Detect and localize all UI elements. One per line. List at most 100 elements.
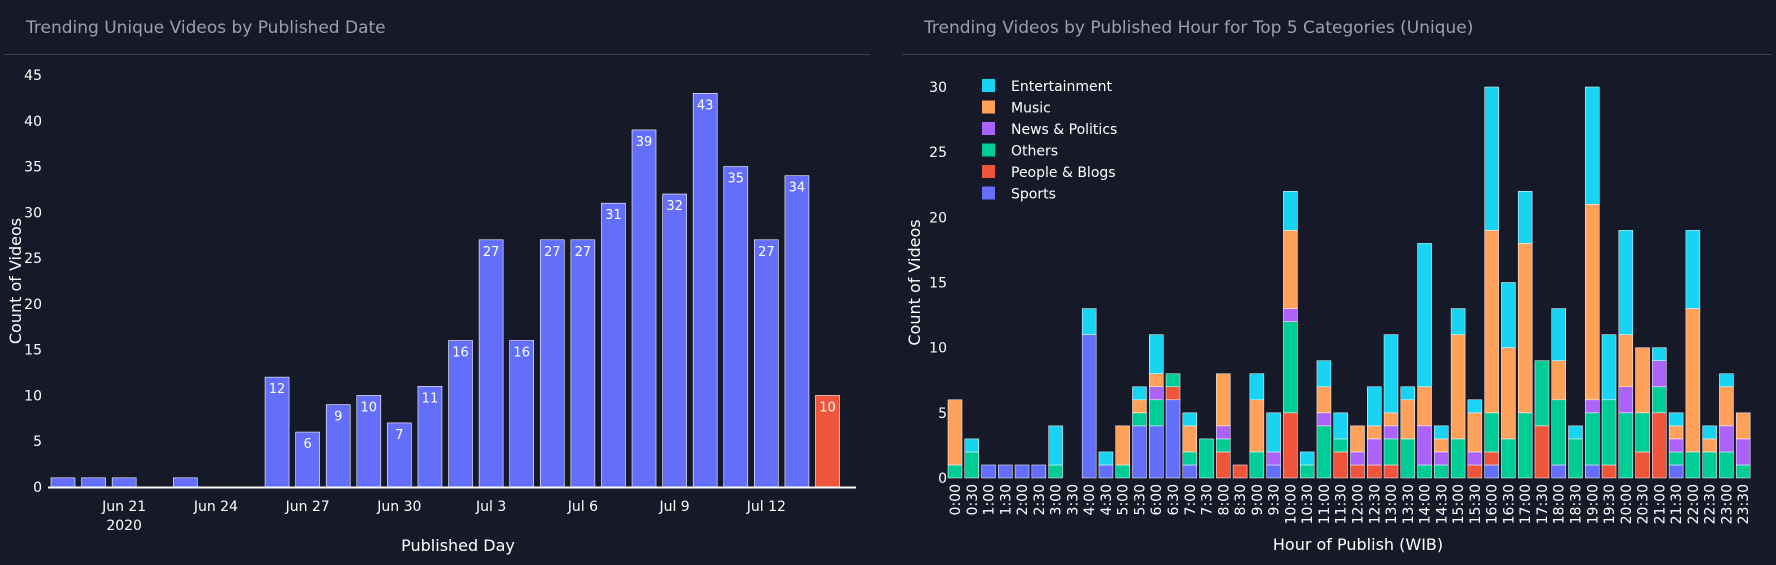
left-chart-title: Trending Unique Videos by Published Date [26,18,386,38]
y-tick-label: 15 [929,276,947,292]
y-tick-label: 20 [24,297,42,313]
bar-segment [1283,412,1298,479]
bar-segment [1434,451,1449,466]
bar-segment [1383,438,1399,466]
x-tick-label: 17:00 [1518,484,1534,524]
legend-label: News & Politics [1011,122,1117,138]
x-tick-label: 19:30 [1602,484,1618,524]
bar-segment [1182,425,1198,453]
x-tick-label: 8:00 [1216,484,1232,515]
bar-segment [1165,386,1181,401]
bar-segment [1098,464,1114,479]
bar-segment [1266,464,1281,479]
left-title-divider [4,54,870,55]
right-title-divider [902,54,1772,55]
bar [662,193,687,488]
bar [173,477,198,488]
bar-segment [1182,451,1198,466]
y-tick-label: 35 [24,160,42,176]
bar [631,129,657,488]
bar-segment [1417,386,1432,427]
bar-value-label: 16 [452,346,469,361]
x-tick-label: 15:00 [1451,484,1467,524]
bar-segment [1266,451,1281,466]
bar [601,202,626,488]
y-tick-label: 5 [938,406,947,422]
bar-segment [1132,386,1147,401]
y-tick-label: 0 [33,480,42,496]
bar-segment [1585,412,1600,466]
bar-segment [1685,451,1701,479]
bar-segment [1115,425,1130,466]
bar-segment [1299,464,1315,479]
bar-segment [1484,86,1499,231]
x-tick-label: 21:00 [1652,484,1668,524]
right-chart-title: Trending Videos by Published Hour for To… [924,18,1474,38]
bar [448,340,473,488]
bar-segment [1702,438,1717,453]
bar-segment [1333,451,1348,479]
y-tick-label: 30 [929,80,947,96]
bar-value-label: 34 [789,181,806,196]
bar-segment [1182,412,1198,427]
bar-segment [1316,425,1332,479]
x-tick-label: 11:00 [1317,484,1333,524]
bar-segment [1014,464,1030,479]
bar-segment [998,464,1013,479]
bar [81,477,106,488]
bar-segment [1216,438,1231,453]
x-tick-label: 3:00 [1049,484,1065,515]
x-tick-label: 18:30 [1568,484,1584,524]
bar [50,477,76,488]
bar-value-label: 27 [483,245,500,260]
bar-segment [1400,438,1416,479]
x-tick-label: 5:00 [1116,484,1132,515]
y-tick-label: 20 [929,210,947,226]
bar-segment [1635,412,1650,453]
bar-segment [1585,464,1600,479]
legend-swatch [982,143,995,157]
legend-swatch [982,79,995,92]
bar-segment [1383,464,1399,479]
bar-segment [1132,412,1147,427]
x-tick-label: 19:00 [1585,484,1601,524]
x-tick-label: 18:00 [1552,484,1568,524]
bar-segment [1367,386,1382,427]
right-stacked-bar-chart: 0 5 10 15 20 25 30 0:00 0:30 1:00 1:30 2:00 2:30 3:00… [905,79,1752,554]
bar-segment [1668,425,1684,440]
bar-segment [981,464,996,479]
left-chart-panel: Trending Unique Videos by Published Date… [0,0,880,565]
bar-segment [1316,412,1332,427]
bar-value-label: 11 [422,391,439,406]
y-tick-label: 25 [929,145,947,161]
x-tick-label: 23:30 [1736,484,1752,524]
bar-segment [1484,230,1499,414]
x-tick-label: 9:00 [1250,484,1266,515]
bar-segment [1702,425,1717,440]
bar-segment [1367,425,1382,440]
x-tick-label: 20:00 [1619,484,1635,524]
x-tick-label: 6:00 [1149,484,1165,515]
legend-swatch [982,100,995,114]
bar-segment [1048,464,1063,479]
y-tick-label: 40 [24,114,42,130]
y-tick-label: 30 [24,205,42,221]
bar-segment [1350,451,1365,466]
bar-segment [1098,451,1114,466]
x-tick-label: 17:30 [1535,484,1551,524]
bar [754,239,779,488]
x-tick-label: 0:30 [965,484,981,515]
bar-segment [1316,386,1332,414]
bar-segment [1383,334,1399,414]
x-tick-label: 14:00 [1418,484,1434,524]
bar-segment [1450,308,1466,335]
legend-swatch [982,165,995,178]
bar-value-label: 43 [697,98,714,113]
x-tick-label: 10:00 [1283,484,1299,524]
bar-value-label: 7 [395,428,403,443]
bar-value-label: 6 [303,437,311,452]
bar-segment [1266,412,1281,453]
bar-segment [1283,230,1298,309]
bar-segment [1534,425,1550,479]
y-axis-title: Count of Videos [6,218,25,344]
